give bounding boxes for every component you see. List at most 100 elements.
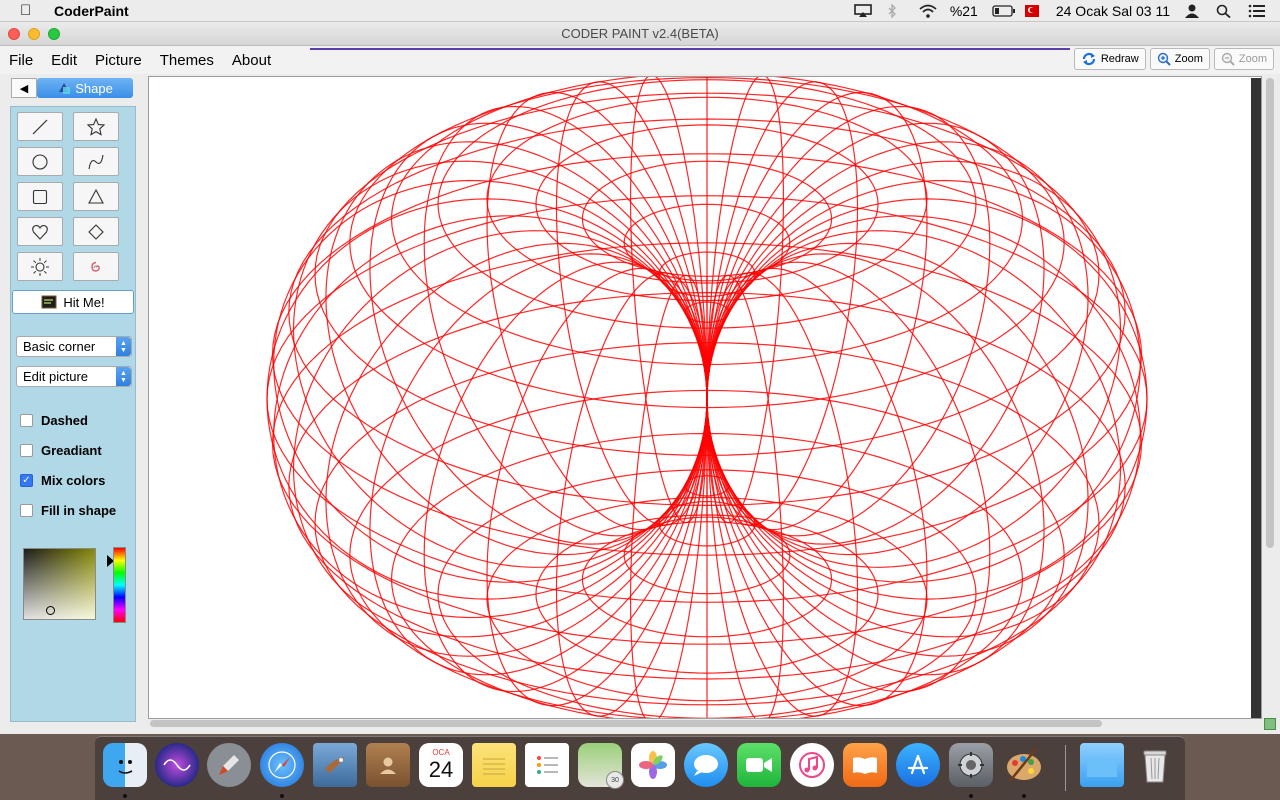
running-indicator bbox=[1022, 794, 1026, 798]
dock-separator bbox=[1065, 745, 1066, 791]
shape-spiral-button[interactable] bbox=[73, 252, 119, 281]
gradient-checkbox[interactable]: Greadiant bbox=[20, 443, 102, 458]
shape-circle-button[interactable] bbox=[17, 147, 63, 176]
heart-icon bbox=[32, 224, 48, 240]
shape-curve-button[interactable] bbox=[73, 147, 119, 176]
color-picker-handle[interactable] bbox=[46, 606, 55, 615]
window-titlebar[interactable]: CODER PAINT v2.4(BETA) bbox=[0, 22, 1280, 46]
tab-shape[interactable]: Shape bbox=[37, 78, 133, 98]
color-saturation-picker[interactable] bbox=[23, 548, 96, 620]
shape-triangle-button[interactable] bbox=[73, 182, 119, 211]
triangle-left-icon: ◀ bbox=[19, 82, 29, 95]
mode-select[interactable]: Edit picture ▲ ▼ bbox=[16, 366, 132, 387]
hit-me-button[interactable]: Hit Me! bbox=[12, 290, 134, 314]
fill-shape-checkbox[interactable]: Fill in shape bbox=[20, 503, 116, 518]
checkbox-box[interactable] bbox=[20, 504, 33, 517]
resize-handle[interactable] bbox=[1264, 718, 1276, 730]
spotlight-search-icon[interactable] bbox=[1216, 4, 1234, 18]
checkbox-box[interactable] bbox=[20, 444, 33, 457]
corner-style-select[interactable]: Basic corner ▲ ▼ bbox=[16, 336, 132, 357]
calendar-day: 24 bbox=[428, 757, 454, 782]
torus-wire-line bbox=[437, 469, 977, 719]
coderpaint-palette-icon[interactable] bbox=[1002, 743, 1046, 787]
menu-about[interactable]: About bbox=[231, 51, 272, 69]
menu-file[interactable]: File bbox=[9, 51, 34, 69]
torus-wire-line bbox=[581, 160, 833, 277]
torus-wire-line bbox=[486, 91, 708, 531]
system-preferences-icon[interactable] bbox=[949, 743, 993, 787]
torus-wire-line bbox=[684, 301, 730, 323]
messages-icon[interactable] bbox=[684, 743, 728, 787]
menu-picture[interactable]: Picture bbox=[95, 51, 142, 69]
checkbox-box[interactable] bbox=[20, 414, 33, 427]
redraw-button[interactable]: Redraw bbox=[1073, 48, 1146, 70]
torus-wire-line bbox=[706, 230, 1122, 638]
zoom-in-label: Zoom bbox=[1174, 53, 1203, 65]
shape-star-button[interactable] bbox=[73, 112, 119, 141]
curve-icon bbox=[88, 154, 104, 169]
siri-icon[interactable] bbox=[155, 743, 199, 787]
notes-icon[interactable] bbox=[472, 743, 516, 787]
hue-slider[interactable] bbox=[113, 547, 126, 623]
menubar-clock[interactable]: 24 Ocak Sal 03 11 bbox=[1055, 2, 1170, 19]
zoom-window-button[interactable] bbox=[48, 28, 60, 40]
photos-icon[interactable] bbox=[631, 743, 675, 787]
running-indicator bbox=[123, 794, 127, 798]
music-icon[interactable] bbox=[790, 743, 834, 787]
mail-icon[interactable] bbox=[313, 743, 357, 787]
checkbox-box-checked[interactable]: ✓ bbox=[20, 474, 33, 487]
torus-wire-line bbox=[390, 432, 1024, 726]
app-store-icon[interactable] bbox=[896, 743, 940, 787]
torus-wire-line bbox=[325, 141, 708, 556]
shape-square-button[interactable] bbox=[17, 182, 63, 211]
trash-icon[interactable] bbox=[1133, 743, 1177, 787]
triangle-icon bbox=[88, 188, 104, 204]
zoom-out-button[interactable]: Zoom bbox=[1213, 48, 1274, 70]
mix-colors-label: Mix colors bbox=[41, 473, 106, 488]
launchpad-icon[interactable] bbox=[207, 743, 251, 787]
downloads-folder-icon[interactable] bbox=[1080, 743, 1124, 787]
reminders-icon[interactable] bbox=[525, 743, 569, 787]
input-source-flag-icon[interactable] bbox=[1024, 4, 1042, 18]
mix-colors-checkbox[interactable]: ✓ Mix colors bbox=[20, 473, 105, 488]
horizontal-scrollbar[interactable] bbox=[150, 720, 1102, 727]
menu-edit[interactable]: Edit bbox=[51, 51, 78, 69]
zoom-out-icon bbox=[1221, 52, 1235, 66]
contacts-icon[interactable] bbox=[366, 743, 410, 787]
user-icon[interactable] bbox=[1184, 4, 1202, 18]
calendar-icon[interactable]: OCA 24 bbox=[419, 743, 463, 787]
select-arrows-icon: ▲ ▼ bbox=[116, 337, 131, 356]
maps-icon[interactable]: 30 bbox=[578, 743, 624, 789]
facetime-icon[interactable] bbox=[737, 743, 781, 787]
battery-icon[interactable] bbox=[992, 4, 1015, 18]
torus-wire-line bbox=[288, 118, 1126, 507]
apple-icon[interactable]:  bbox=[20, 2, 36, 19]
dashed-checkbox[interactable]: Dashed bbox=[20, 413, 88, 428]
dock: OCA 24 30 bbox=[95, 736, 1185, 800]
airplay-icon[interactable] bbox=[854, 3, 872, 18]
notification-center-icon[interactable] bbox=[1248, 4, 1266, 18]
close-window-button[interactable] bbox=[8, 28, 20, 40]
books-icon[interactable] bbox=[843, 743, 887, 787]
hue-slider-marker[interactable] bbox=[107, 555, 114, 567]
torus-wire-line bbox=[292, 230, 708, 638]
menu-themes[interactable]: Themes bbox=[159, 51, 214, 69]
shape-heart-button[interactable] bbox=[17, 217, 63, 246]
torus-wire-line bbox=[706, 91, 928, 531]
torus-wireframe-drawing bbox=[266, 72, 1148, 726]
menubar-app-name[interactable]: CoderPaint bbox=[54, 2, 129, 19]
torus-wire-line bbox=[486, 496, 928, 702]
zoom-in-button[interactable]: Zoom bbox=[1149, 48, 1210, 70]
bluetooth-icon[interactable] bbox=[886, 2, 904, 19]
safari-icon[interactable] bbox=[260, 743, 304, 787]
sidebar-back-button[interactable]: ◀ bbox=[11, 78, 37, 98]
shape-line-button[interactable] bbox=[17, 112, 63, 141]
minimize-window-button[interactable] bbox=[28, 28, 40, 40]
select-arrows-icon: ▲ ▼ bbox=[116, 367, 131, 386]
wifi-icon[interactable] bbox=[918, 4, 937, 18]
shape-sun-button[interactable] bbox=[17, 252, 63, 281]
vertical-scrollbar[interactable] bbox=[1266, 78, 1274, 548]
finder-icon[interactable] bbox=[103, 743, 147, 787]
drawing-canvas[interactable] bbox=[148, 72, 1262, 726]
shape-diamond-button[interactable] bbox=[73, 217, 119, 246]
